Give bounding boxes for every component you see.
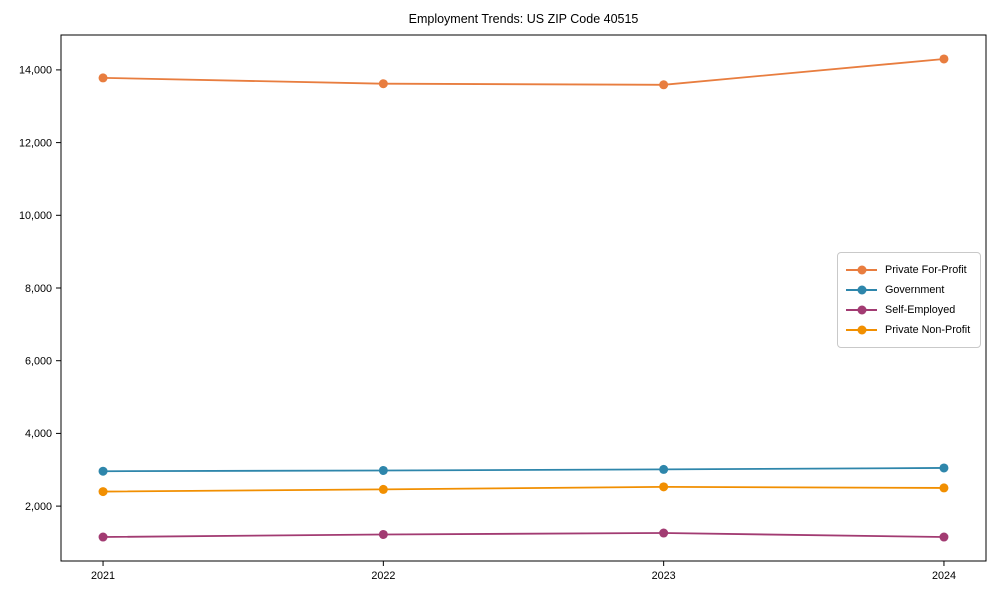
legend-line-marker-icon — [846, 305, 877, 315]
legend-dot-icon — [857, 305, 866, 315]
y-tick-label: 8,000 — [25, 283, 52, 295]
y-tick-label: 6,000 — [25, 356, 52, 368]
x-tick-label: 2023 — [652, 570, 676, 582]
x-tick-label: 2021 — [91, 570, 115, 582]
data-point-government-2024 — [939, 463, 949, 473]
data-point-private-for-profit-2022 — [378, 79, 388, 89]
data-point-private-for-profit-2021 — [98, 73, 108, 83]
data-point-self-employed-2022 — [378, 529, 388, 539]
legend-line-marker-icon — [846, 265, 877, 275]
y-tick-label: 14,000 — [19, 65, 52, 77]
data-point-government-2022 — [378, 465, 388, 475]
legend-item-self-employed: Self-Employed — [846, 300, 972, 320]
series-line-government — [103, 467, 944, 473]
legend-item-private-non-profit: Private Non-Profit — [846, 320, 972, 340]
data-point-self-employed-2023 — [659, 528, 669, 538]
legend-label: Private Non-Profit — [885, 324, 971, 336]
y-tick-label: 12,000 — [19, 137, 52, 149]
plot-border — [60, 34, 987, 562]
data-point-private-non-profit-2021 — [98, 487, 108, 497]
data-point-private-for-profit-2024 — [939, 54, 949, 64]
legend-item-government: Government — [846, 280, 972, 300]
data-point-government-2023 — [659, 464, 669, 474]
legend-line-marker-icon — [846, 285, 877, 295]
legend-label: Government — [885, 284, 945, 296]
series-line-private-for-profit — [103, 58, 945, 86]
data-point-self-employed-2024 — [939, 532, 949, 542]
legend-line-marker-icon — [846, 325, 877, 335]
chart-title: Employment Trends: US ZIP Code 40515 — [408, 12, 639, 26]
legend-dot-icon — [857, 285, 866, 295]
data-point-private-non-profit-2024 — [939, 483, 949, 493]
y-tick-label: 4,000 — [25, 428, 52, 440]
legend-label: Private For-Profit — [885, 264, 967, 276]
legend-label: Self-Employed — [885, 304, 956, 316]
y-tick-label: 10,000 — [19, 210, 52, 222]
legend: Private For-Profit Government Self-Emplo… — [837, 252, 981, 348]
series-line-self-employed — [103, 532, 944, 538]
legend-dot-icon — [857, 265, 866, 275]
data-point-self-employed-2021 — [98, 532, 108, 542]
data-point-private-for-profit-2023 — [659, 80, 669, 90]
data-point-private-non-profit-2022 — [378, 484, 388, 494]
x-tick-label: 2022 — [371, 570, 395, 582]
y-tick-label: 2,000 — [25, 501, 52, 513]
x-tick-label: 2024 — [932, 570, 956, 582]
legend-item-private-for-profit: Private For-Profit — [846, 260, 972, 280]
legend-dot-icon — [857, 325, 866, 335]
data-point-private-non-profit-2023 — [659, 482, 669, 492]
series-line-private-non-profit — [103, 485, 944, 493]
data-point-government-2021 — [98, 466, 108, 476]
